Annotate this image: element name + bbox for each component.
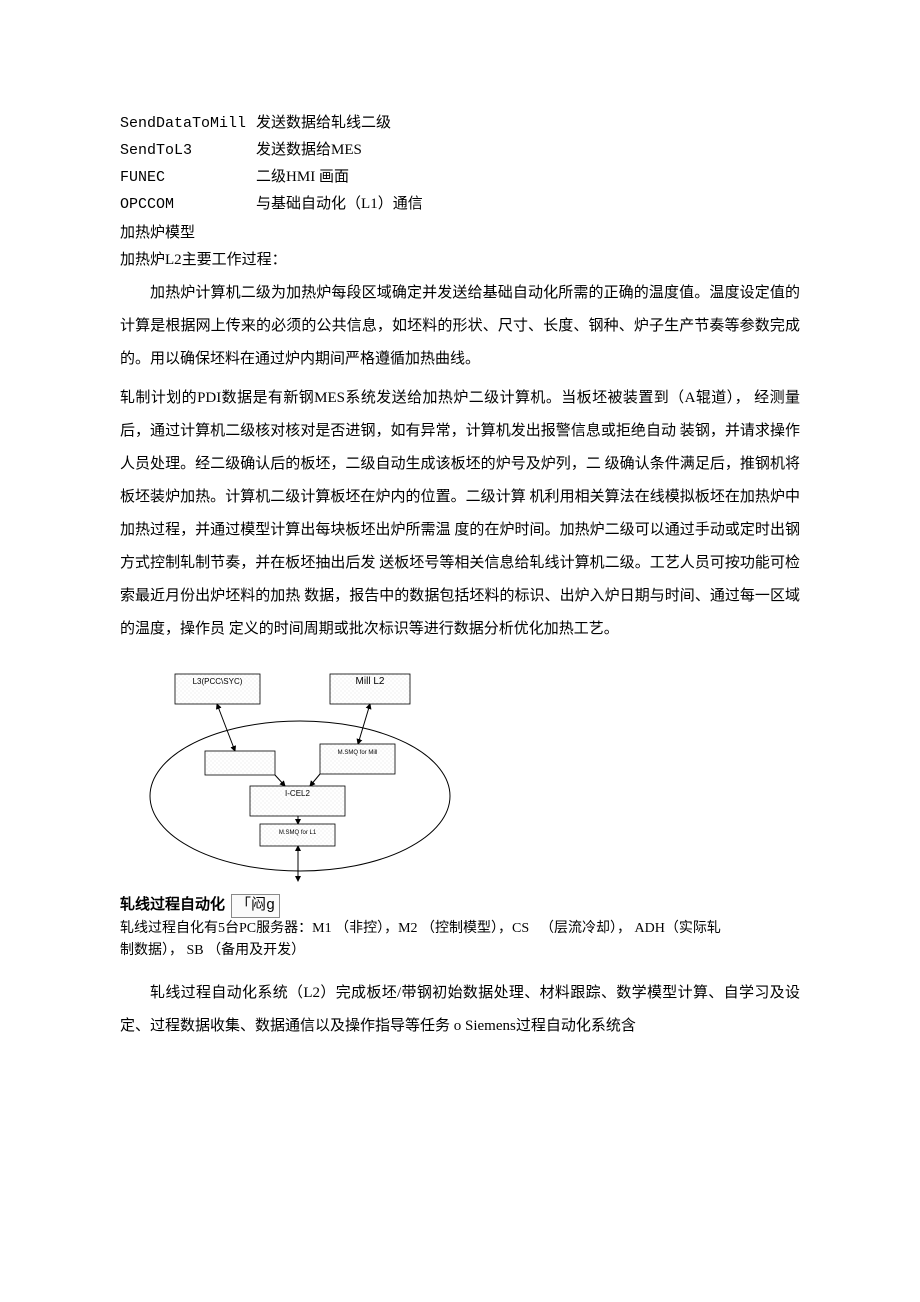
section2-subline-right: （层流冷却）， ADH（实际轧 (540, 918, 800, 940)
section2-title: 轧线过程自动化 (120, 894, 225, 917)
svg-text:L3(PCC\SYC): L3(PCC\SYC) (193, 677, 243, 686)
svg-text:I-CEL2: I-CEL2 (285, 789, 310, 798)
paragraph-2: 轧制计划的PDI数据是有新钢MES系统发送给加热炉二级计算机。当板坯被装置到（A… (120, 382, 800, 646)
def-term: FUNEC (120, 164, 256, 191)
def-desc: 发送数据给轧线二级 (256, 110, 423, 137)
svg-text:M.SMQ for L1: M.SMQ for L1 (279, 830, 317, 836)
paragraph-3: 轧线过程自动化系统（L2）完成板坯/带钢初始数据处理、材料跟踪、数学模型计算、自… (120, 977, 800, 1043)
def-row: OPCCOM 与基础自动化（L1）通信 (120, 191, 423, 218)
definitions-table: SendDataToMill 发送数据给轧线二级 SendToL3 发送数据给M… (120, 110, 423, 218)
def-row: SendDataToMill 发送数据给轧线二级 (120, 110, 423, 137)
section2-subline-left: 轧线过程自化有5台PC服务器：M1 （非控），M2 （控制模型），CS 制数据）… (120, 918, 540, 963)
svg-text:Mill L2: Mill L2 (356, 676, 385, 687)
def-term: SendToL3 (120, 137, 256, 164)
architecture-diagram: L3(PCC\SYC) Mill L2 M.SMQ for Mill I-CEL2 M.… (120, 666, 800, 894)
section1-subtitle: 加热炉L2主要工作过程： (120, 249, 800, 272)
def-desc: 二级HMI 画面 (256, 164, 423, 191)
paragraph-1: 加热炉计算机二级为加热炉每段区域确定并发送给基础自动化所需的正确的温度值。温度设… (120, 277, 800, 376)
section2-badge: 「闷g (231, 894, 280, 919)
def-term: OPCCOM (120, 191, 256, 218)
def-term: SendDataToMill (120, 110, 256, 137)
section1-title: 加热炉模型 (120, 222, 800, 245)
section2-subline: 轧线过程自化有5台PC服务器：M1 （非控），M2 （控制模型），CS 制数据）… (120, 918, 800, 963)
section2-heading-row: 轧线过程自动化 「闷g (120, 894, 800, 919)
def-desc: 发送数据给MES (256, 137, 423, 164)
def-row: FUNEC 二级HMI 画面 (120, 164, 423, 191)
svg-text:M.SMQ for Mill: M.SMQ for Mill (338, 750, 378, 756)
def-desc: 与基础自动化（L1）通信 (256, 191, 423, 218)
diagram-svg: L3(PCC\SYC) Mill L2 M.SMQ for Mill I-CEL2 M.… (120, 666, 480, 886)
def-row: SendToL3 发送数据给MES (120, 137, 423, 164)
